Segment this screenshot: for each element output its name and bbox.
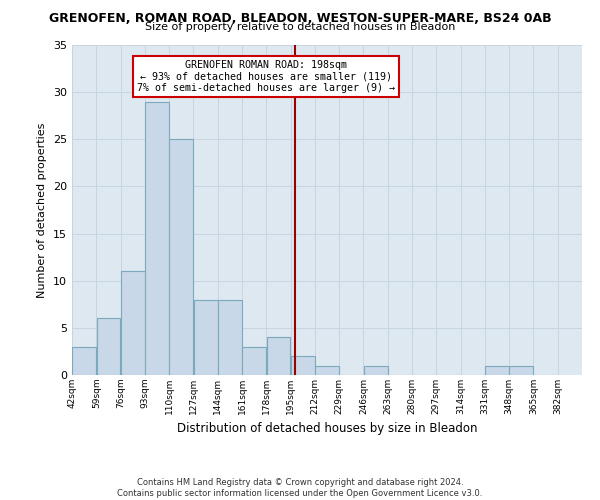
Bar bbox=[97, 318, 121, 375]
Text: Size of property relative to detached houses in Bleadon: Size of property relative to detached ho… bbox=[145, 22, 455, 32]
Bar bbox=[266, 338, 290, 375]
Bar bbox=[242, 346, 266, 375]
Bar bbox=[121, 272, 145, 375]
Bar bbox=[315, 366, 339, 375]
Bar bbox=[509, 366, 533, 375]
Bar bbox=[194, 300, 218, 375]
Bar bbox=[169, 140, 193, 375]
Bar bbox=[72, 346, 96, 375]
Text: GRENOFEN ROMAN ROAD: 198sqm
← 93% of detached houses are smaller (119)
7% of sem: GRENOFEN ROMAN ROAD: 198sqm ← 93% of det… bbox=[137, 60, 395, 93]
Text: Contains HM Land Registry data © Crown copyright and database right 2024.
Contai: Contains HM Land Registry data © Crown c… bbox=[118, 478, 482, 498]
Bar bbox=[218, 300, 242, 375]
Bar bbox=[485, 366, 509, 375]
Bar bbox=[364, 366, 388, 375]
X-axis label: Distribution of detached houses by size in Bleadon: Distribution of detached houses by size … bbox=[177, 422, 477, 436]
Y-axis label: Number of detached properties: Number of detached properties bbox=[37, 122, 47, 298]
Bar bbox=[291, 356, 314, 375]
Text: GRENOFEN, ROMAN ROAD, BLEADON, WESTON-SUPER-MARE, BS24 0AB: GRENOFEN, ROMAN ROAD, BLEADON, WESTON-SU… bbox=[49, 12, 551, 26]
Bar bbox=[145, 102, 169, 375]
